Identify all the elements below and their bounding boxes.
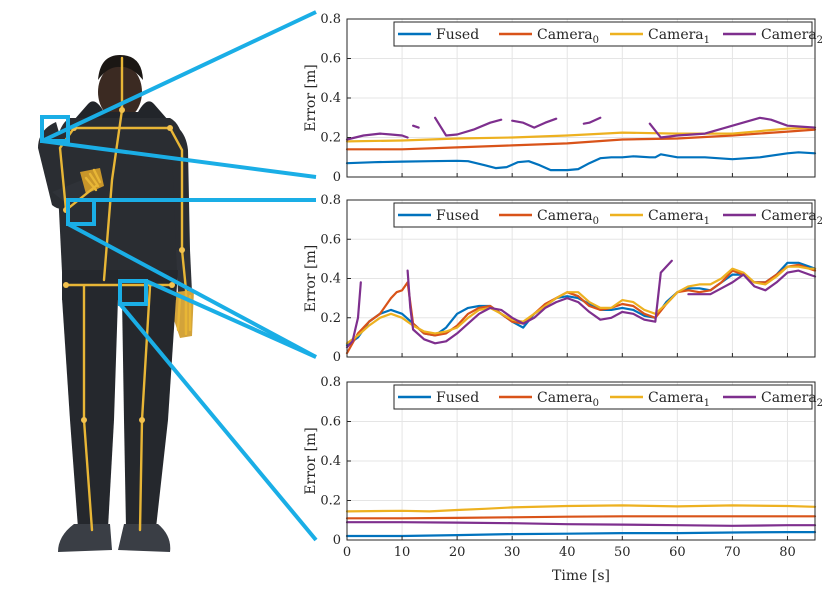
x-axis-label: Time [s]	[552, 568, 610, 584]
series-line-camera1	[345, 126, 817, 143]
callout-line-2b	[67, 222, 317, 359]
y-tick-label: 0.4	[320, 91, 341, 106]
y-tick-label: 0	[333, 350, 341, 365]
x-tick-label: 0	[343, 545, 351, 560]
chart-panel-middle: 0 0.2 0.4 0.6 0.8 Error [m] Fused Camera0 Camera…	[303, 193, 823, 365]
series-line-camera2	[345, 259, 817, 349]
legend-label: Camera0	[537, 208, 599, 227]
y-tick-label: 0.4	[320, 454, 341, 469]
legend-label: Camera1	[648, 208, 710, 227]
x-tick-label: 30	[504, 545, 521, 560]
x-tick-label: 70	[724, 545, 741, 560]
series-line-camera2	[345, 521, 817, 527]
y-tick-label: 0.8	[320, 193, 341, 208]
legend-label: Fused	[436, 208, 479, 224]
avatar-hair	[98, 55, 143, 80]
chart-panel-bottom: 0 0.2 0.4 0.6 0.8 0 10 20 30 40 50 60 70 80 Error [m] T…	[303, 375, 823, 584]
y-tick-label: 0.2	[320, 131, 341, 146]
callout-line-3a	[145, 279, 317, 359]
y-tick-label: 0.2	[320, 311, 341, 326]
legend: Fused Camera0 Camera1 Camera2	[393, 21, 823, 47]
y-axis-label: Error [m]	[303, 64, 319, 131]
x-tick-label: 20	[449, 545, 466, 560]
legend-label: Camera0	[537, 27, 599, 46]
avatar-right-shoe	[58, 524, 112, 552]
y-tick-label: 0	[333, 170, 341, 185]
y-tick-label: 0.2	[320, 494, 341, 509]
legend-label: Camera2	[761, 390, 823, 409]
callouts	[40, 10, 318, 542]
callout-box-hip	[118, 279, 148, 306]
x-tick-label: 60	[669, 545, 686, 560]
legend-label: Camera1	[648, 390, 710, 409]
y-axis-label: Error [m]	[303, 427, 319, 494]
series-line-fused	[345, 531, 817, 538]
y-tick-label: 0.6	[320, 52, 341, 67]
chart-panel-top: 0 0.2 0.4 0.6 0.8 Error [m] Fused Camera0 Camera…	[303, 12, 823, 185]
x-tick-label: 40	[559, 545, 576, 560]
legend-label: Camera1	[648, 27, 710, 46]
series-line-camera1	[345, 265, 817, 345]
y-tick-label: 0.6	[320, 232, 341, 247]
callout-line-1a	[41, 10, 317, 143]
avatar-head	[98, 64, 142, 120]
series-line-camera2	[345, 116, 817, 141]
y-tick-label: 0.8	[320, 12, 341, 27]
callout-line-1b	[41, 139, 317, 179]
y-tick-label: 0	[333, 533, 341, 548]
x-tick-label: 80	[779, 545, 796, 560]
legend-label: Fused	[436, 27, 479, 43]
legend-label: Fused	[436, 390, 479, 406]
avatar-left-shoe	[118, 524, 171, 552]
callout-box-wrist	[66, 198, 96, 226]
x-tick-label: 50	[614, 545, 631, 560]
legend-label: Camera2	[761, 27, 823, 46]
y-tick-label: 0.6	[320, 415, 341, 430]
human-avatar-illustration	[38, 55, 194, 552]
legend: Fused Camera0 Camera1 Camera2	[393, 202, 823, 228]
legend-label: Camera2	[761, 208, 823, 227]
series-line-camera0	[345, 515, 817, 520]
avatar-right-leg	[62, 298, 118, 528]
legend: Fused Camera0 Camera1 Camera2	[393, 384, 823, 410]
series-line-camera0	[345, 128, 817, 151]
x-tick-label: 10	[394, 545, 411, 560]
avatar-right-hand	[80, 168, 104, 194]
y-tick-label: 0.8	[320, 375, 341, 390]
series-line-camera1	[345, 504, 817, 513]
series-line-fused	[345, 151, 817, 172]
y-tick-label: 0.4	[320, 272, 341, 287]
callout-line-3b	[118, 302, 318, 542]
y-axis-label: Error [m]	[303, 245, 319, 312]
avatar-left-upper-arm	[170, 122, 190, 252]
legend-label: Camera0	[537, 390, 599, 409]
avatar-left-leg	[122, 298, 176, 528]
